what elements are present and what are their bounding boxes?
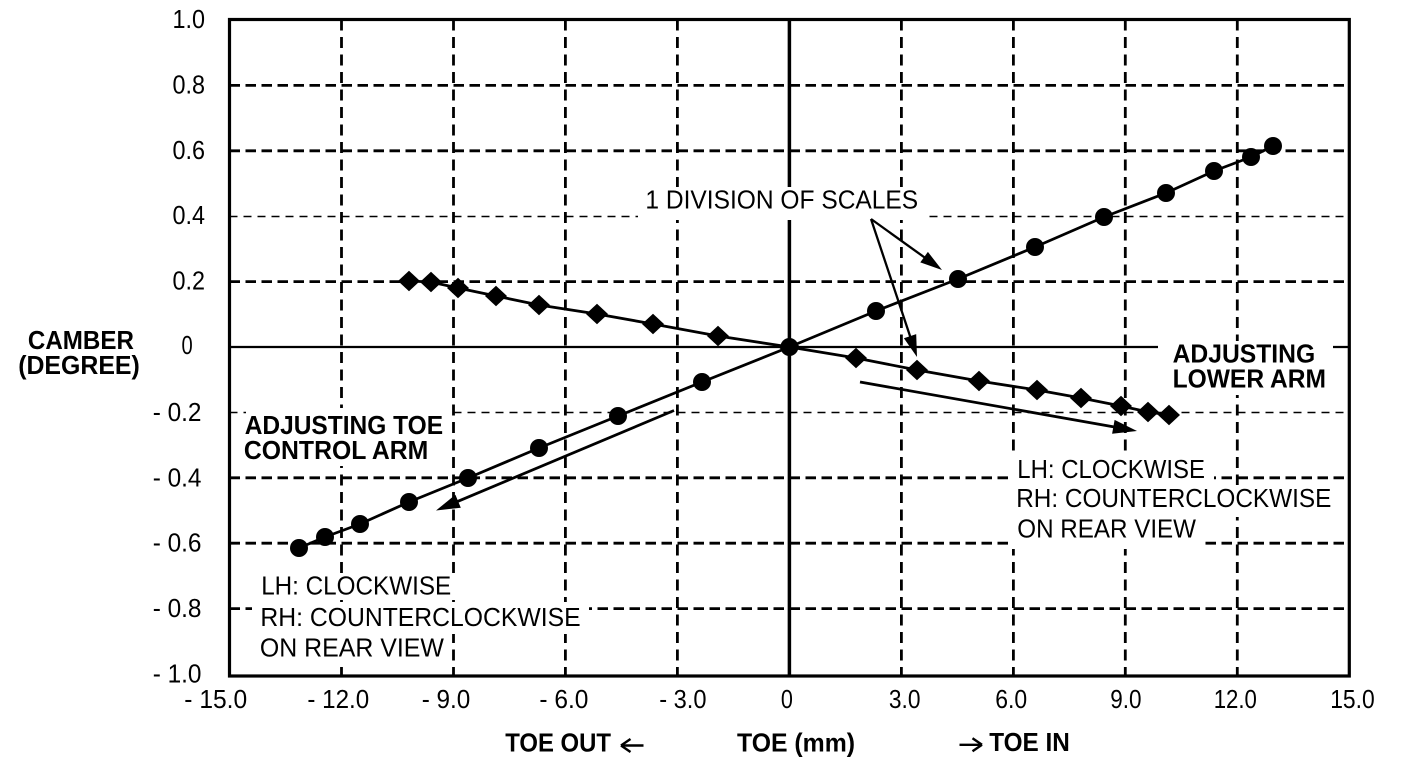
svg-text:(DEGREE): (DEGREE) [18, 350, 140, 380]
svg-text:0.6: 0.6 [173, 135, 206, 165]
svg-text:3.0: 3.0 [889, 684, 921, 714]
svg-text:0.4: 0.4 [173, 200, 206, 230]
svg-text:- 0.6: - 0.6 [153, 528, 202, 558]
svg-text:ON REAR VIEW: ON REAR VIEW [260, 633, 444, 663]
svg-text:0.2: 0.2 [173, 266, 206, 296]
svg-text:- 6.0: - 6.0 [539, 684, 588, 714]
svg-text:ADJUSTING TOE: ADJUSTING TOE [245, 410, 443, 440]
svg-text:- 12.0: - 12.0 [307, 684, 369, 714]
svg-text:TOE OUT: TOE OUT [505, 728, 611, 758]
svg-text:RH: COUNTERCLOCKWISE: RH: COUNTERCLOCKWISE [260, 602, 580, 632]
svg-text:LH: CLOCKWISE: LH: CLOCKWISE [1017, 454, 1205, 484]
svg-text:0.8: 0.8 [173, 69, 206, 99]
svg-text:1.0: 1.0 [173, 4, 206, 34]
svg-text:- 3.0: - 3.0 [659, 684, 706, 714]
svg-text:0: 0 [182, 330, 193, 360]
svg-text:TOE IN: TOE IN [989, 727, 1070, 757]
svg-text:12.0: 12.0 [1214, 684, 1257, 714]
svg-text:- 0.2: - 0.2 [153, 397, 202, 427]
svg-text:0: 0 [781, 684, 793, 714]
svg-text:- 0.8: - 0.8 [153, 593, 202, 623]
svg-text:CONTROL ARM: CONTROL ARM [244, 435, 428, 465]
svg-text:- 9.0: - 9.0 [422, 684, 471, 714]
svg-text:9.0: 9.0 [1110, 684, 1141, 714]
svg-text:1 DIVISION OF SCALES: 1 DIVISION OF SCALES [645, 185, 918, 215]
svg-text:CAMBER: CAMBER [28, 325, 134, 355]
svg-text:- 1.0: - 1.0 [153, 659, 202, 689]
svg-text:LOWER ARM: LOWER ARM [1173, 364, 1326, 394]
svg-text:RH: COUNTERCLOCKWISE: RH: COUNTERCLOCKWISE [1016, 483, 1331, 513]
svg-text:- 15.0: - 15.0 [184, 684, 247, 714]
svg-text:15.0: 15.0 [1330, 684, 1375, 714]
svg-text:LH: CLOCKWISE: LH: CLOCKWISE [261, 570, 451, 600]
svg-text:6.0: 6.0 [995, 684, 1027, 714]
svg-text:- 0.4: - 0.4 [153, 462, 202, 492]
svg-text:ON REAR VIEW: ON REAR VIEW [1017, 514, 1196, 544]
svg-text:ADJUSTING: ADJUSTING [1173, 339, 1316, 369]
svg-text:TOE (mm): TOE (mm) [737, 728, 855, 758]
